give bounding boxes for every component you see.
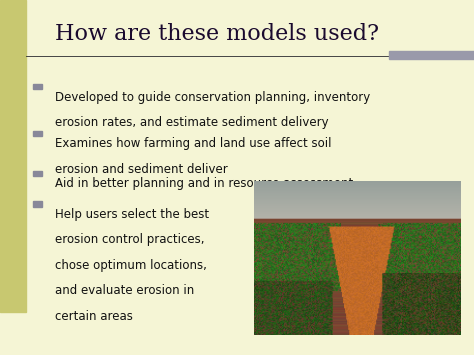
Text: How are these models used?: How are these models used? — [55, 23, 379, 45]
Bar — [389, 51, 474, 59]
Text: Examines how farming and land use affect soil: Examines how farming and land use affect… — [55, 137, 331, 151]
Text: Aid in better planning and in resource assessment: Aid in better planning and in resource a… — [55, 178, 353, 191]
Text: erosion control practices,: erosion control practices, — [55, 233, 204, 246]
Text: and evaluate erosion in: and evaluate erosion in — [55, 284, 194, 297]
Bar — [33, 131, 42, 136]
Bar — [33, 84, 42, 89]
Text: Developed to guide conservation planning, inventory: Developed to guide conservation planning… — [55, 91, 370, 104]
Text: erosion rates, and estimate sediment delivery: erosion rates, and estimate sediment del… — [55, 116, 328, 129]
Text: chose optimum locations,: chose optimum locations, — [55, 259, 206, 272]
Bar — [33, 201, 42, 207]
Text: certain areas: certain areas — [55, 310, 132, 323]
Text: erosion and sediment deliver: erosion and sediment deliver — [55, 163, 227, 176]
Bar — [33, 171, 42, 176]
Bar — [0, 0, 26, 312]
Text: Help users select the best: Help users select the best — [55, 208, 209, 221]
